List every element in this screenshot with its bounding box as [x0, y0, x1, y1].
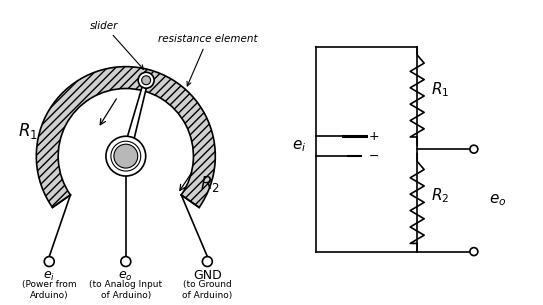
Circle shape: [470, 145, 478, 153]
Wedge shape: [36, 66, 216, 207]
Text: $R_1$: $R_1$: [18, 121, 39, 141]
Text: $e_o$: $e_o$: [489, 192, 506, 208]
Text: $R_2$: $R_2$: [431, 186, 450, 205]
Circle shape: [45, 257, 54, 267]
Circle shape: [470, 248, 478, 256]
Circle shape: [203, 257, 212, 267]
Text: $e_i$: $e_i$: [292, 138, 306, 154]
Text: (to Analog Input
of Arduino): (to Analog Input of Arduino): [89, 280, 162, 300]
Circle shape: [121, 257, 131, 267]
Text: (Power from
Arduino): (Power from Arduino): [22, 280, 77, 300]
Circle shape: [114, 144, 138, 168]
Polygon shape: [122, 80, 148, 157]
Circle shape: [142, 76, 150, 85]
Circle shape: [111, 141, 141, 171]
Text: slider: slider: [90, 20, 143, 69]
Text: +: +: [369, 130, 379, 143]
Text: $R_1$: $R_1$: [431, 81, 450, 99]
Text: (to Ground
of Arduino): (to Ground of Arduino): [182, 280, 232, 300]
Text: resistance element: resistance element: [158, 34, 257, 86]
Text: $e_o$: $e_o$: [118, 270, 133, 283]
Circle shape: [106, 136, 146, 176]
Text: $R_2$: $R_2$: [200, 174, 220, 194]
Circle shape: [138, 72, 154, 88]
Text: GND: GND: [193, 270, 222, 282]
Text: $e_i$: $e_i$: [43, 270, 55, 283]
Text: −: −: [369, 150, 379, 163]
